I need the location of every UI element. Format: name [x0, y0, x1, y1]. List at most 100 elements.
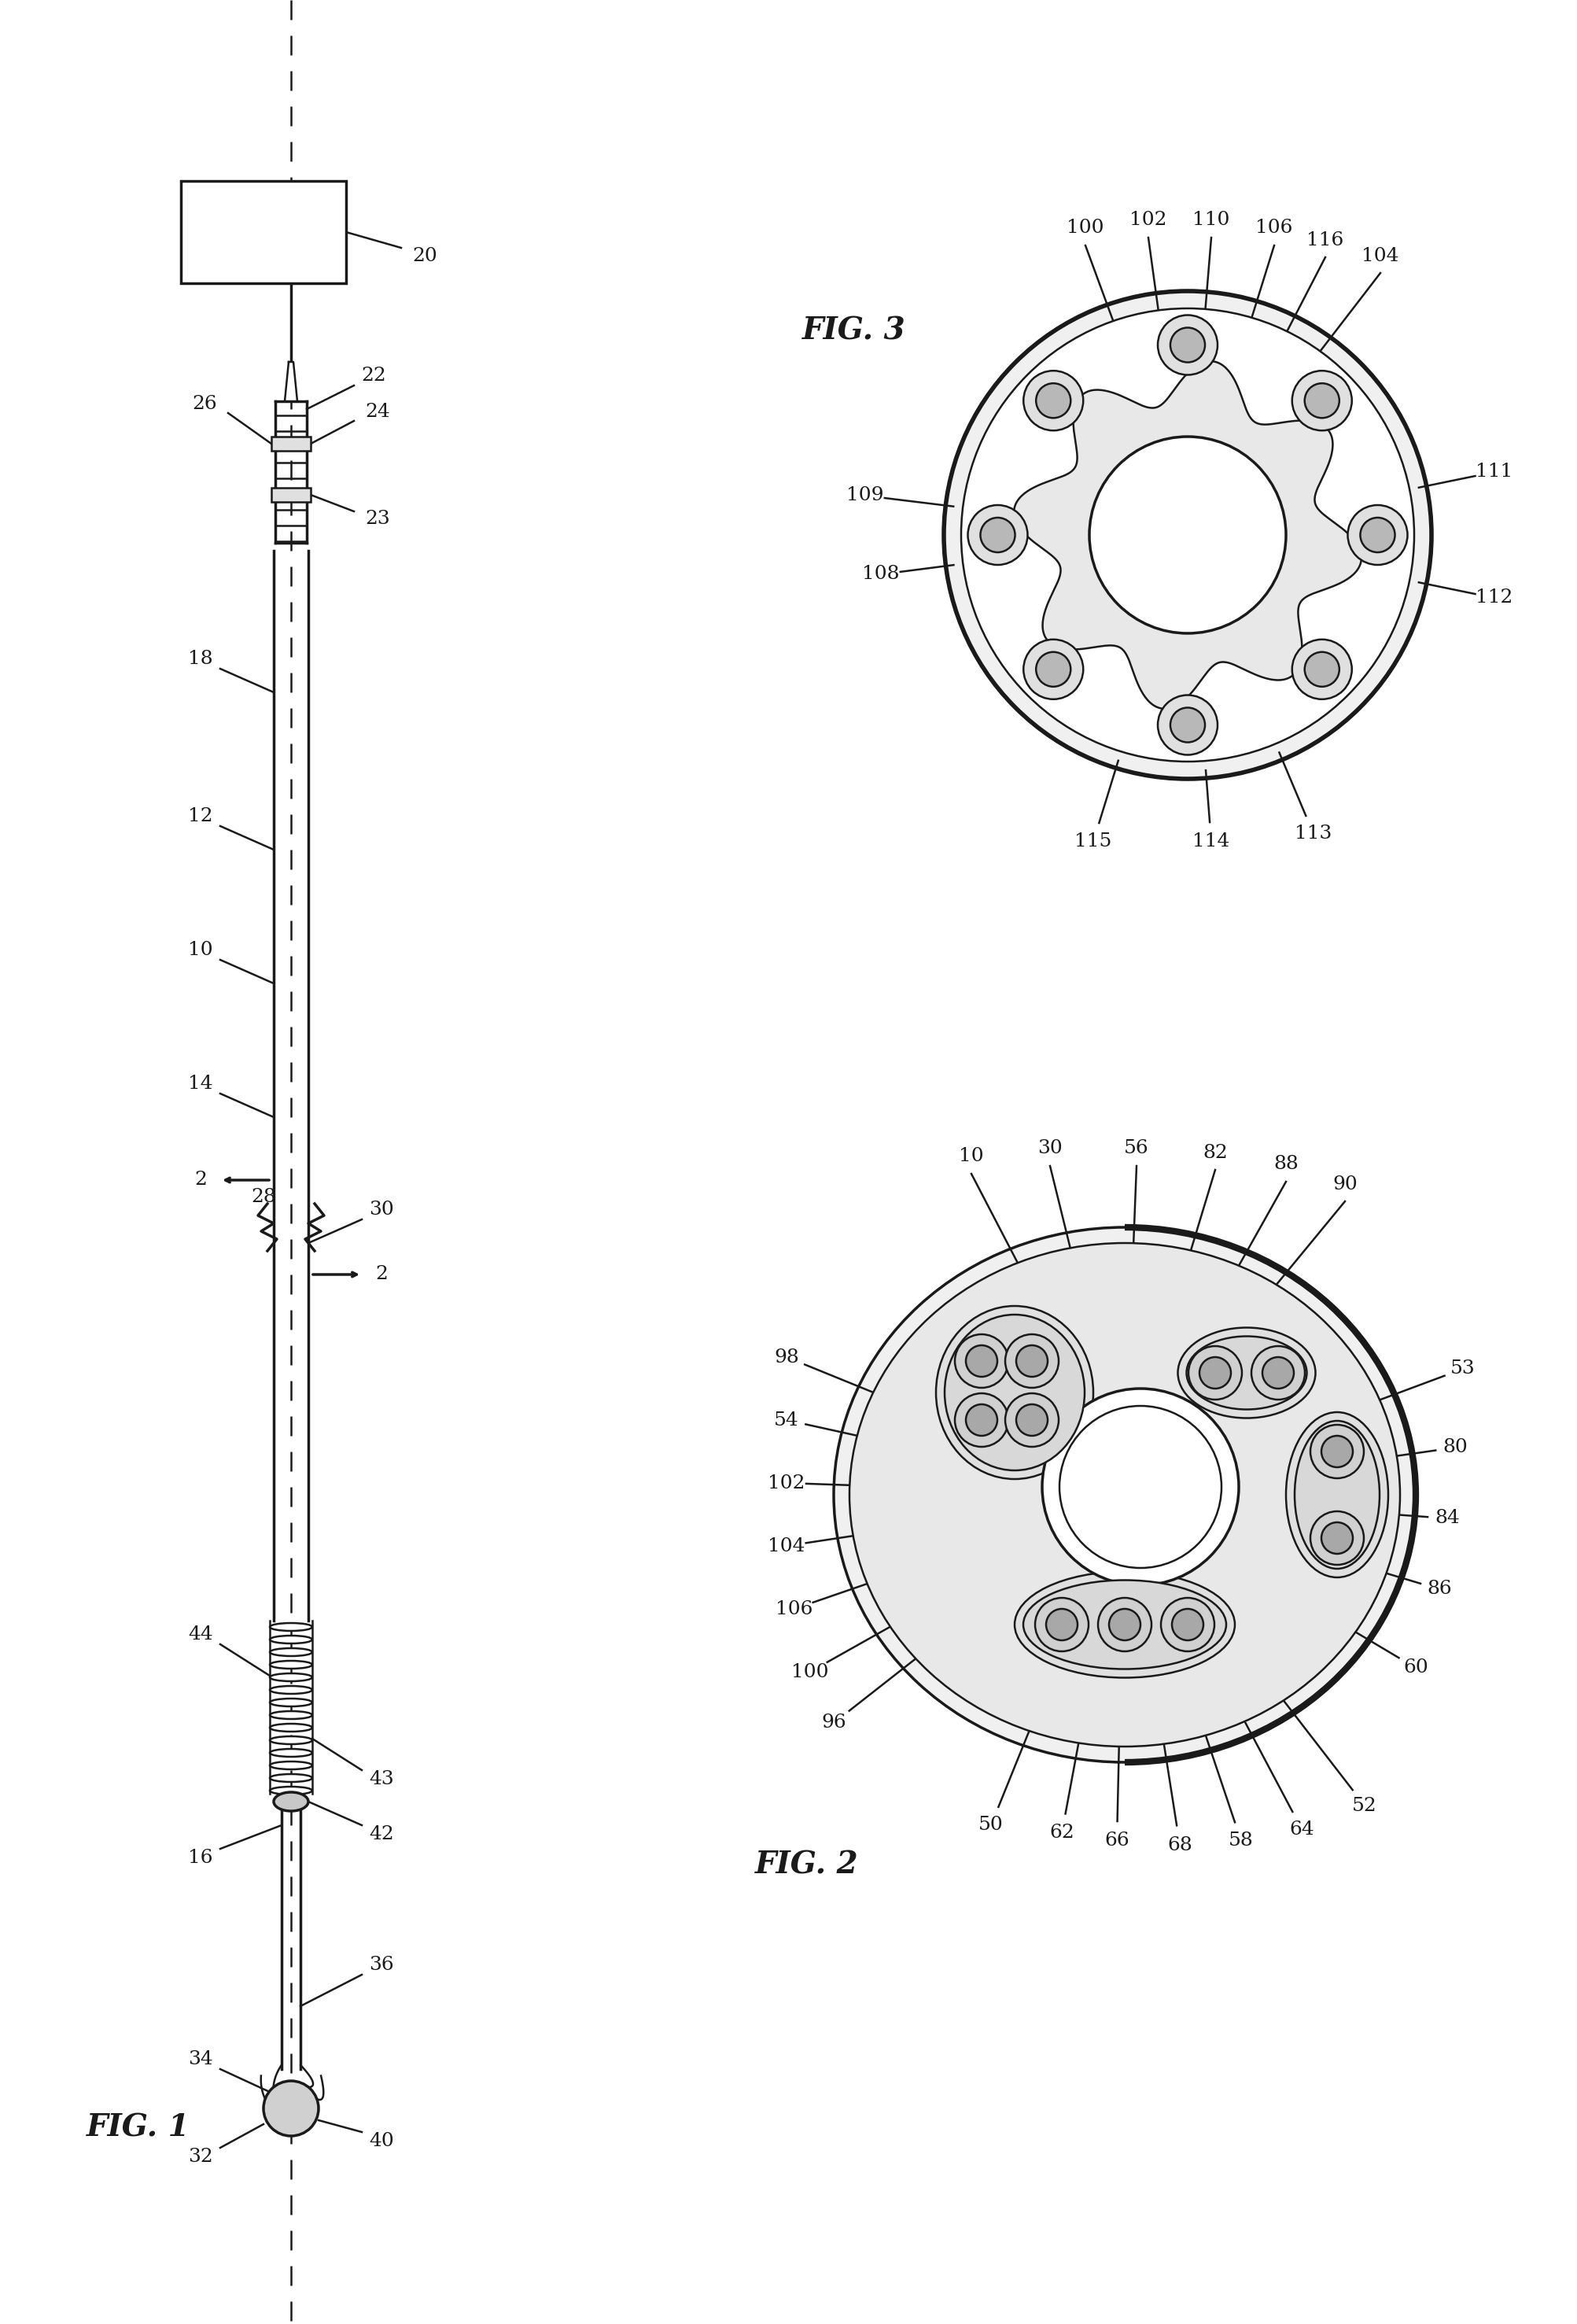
Text: 68: 68 [1167, 1836, 1192, 1855]
Circle shape [1036, 383, 1071, 418]
Circle shape [1023, 639, 1083, 700]
Ellipse shape [1295, 1420, 1378, 1569]
Circle shape [1158, 695, 1217, 755]
Circle shape [1310, 1425, 1363, 1478]
Circle shape [1098, 1599, 1151, 1652]
Text: 109: 109 [847, 486, 883, 504]
Text: 58: 58 [1228, 1831, 1254, 1850]
Text: FIG. 2: FIG. 2 [755, 1850, 858, 1880]
Circle shape [1005, 1334, 1058, 1387]
Text: 100: 100 [792, 1662, 828, 1680]
Text: ICD: ICD [248, 244, 279, 260]
Text: 30: 30 [369, 1202, 394, 1220]
Text: 12: 12 [188, 806, 213, 825]
Circle shape [1016, 1346, 1047, 1376]
Text: 113: 113 [1295, 825, 1331, 844]
Ellipse shape [270, 1685, 312, 1694]
Text: 50: 50 [978, 1815, 1003, 1834]
Text: 10: 10 [959, 1148, 984, 1167]
Circle shape [1304, 653, 1339, 686]
Text: 100: 100 [1066, 218, 1104, 237]
Ellipse shape [270, 1773, 312, 1783]
Text: 10: 10 [188, 941, 213, 960]
Circle shape [1187, 1346, 1241, 1399]
Text: 2: 2 [194, 1171, 207, 1190]
Bar [271, 437, 311, 451]
Text: 24: 24 [364, 402, 390, 421]
Circle shape [954, 1334, 1008, 1387]
Text: 60: 60 [1402, 1659, 1427, 1678]
Circle shape [263, 2080, 319, 2136]
Ellipse shape [1285, 1413, 1388, 1578]
Text: 23: 23 [364, 511, 390, 528]
Ellipse shape [848, 1243, 1399, 1748]
Circle shape [1251, 1346, 1304, 1399]
Ellipse shape [270, 1636, 312, 1643]
Circle shape [1158, 316, 1217, 374]
Ellipse shape [270, 1622, 312, 1631]
Polygon shape [284, 363, 296, 402]
Circle shape [1035, 1599, 1088, 1652]
Text: 32: 32 [188, 2147, 213, 2166]
Circle shape [1058, 1406, 1221, 1569]
Ellipse shape [270, 1736, 312, 1745]
Ellipse shape [1014, 1571, 1235, 1678]
Ellipse shape [1186, 1336, 1306, 1408]
Text: 112: 112 [1474, 588, 1512, 607]
Circle shape [960, 309, 1413, 762]
Text: 66: 66 [1104, 1831, 1129, 1850]
Text: 28: 28 [251, 1188, 276, 1206]
Text: 104: 104 [1361, 246, 1399, 265]
Circle shape [1320, 1522, 1351, 1555]
Text: PACEMAKER: PACEMAKER [208, 209, 319, 225]
Circle shape [1199, 1357, 1230, 1387]
Circle shape [965, 1346, 997, 1376]
Circle shape [967, 504, 1027, 565]
Text: FIG. 3: FIG. 3 [801, 316, 905, 346]
Ellipse shape [833, 1227, 1415, 1762]
Text: 110: 110 [1192, 211, 1230, 230]
Circle shape [943, 290, 1430, 779]
Text: 116: 116 [1306, 230, 1344, 249]
Circle shape [1046, 1608, 1077, 1641]
Text: 26: 26 [192, 395, 218, 414]
Ellipse shape [270, 1699, 312, 1706]
Circle shape [1304, 383, 1339, 418]
Circle shape [979, 518, 1014, 553]
Text: 52: 52 [1351, 1796, 1377, 1815]
Text: 36: 36 [369, 1957, 394, 1975]
Circle shape [1005, 1394, 1058, 1448]
Text: 40: 40 [369, 2133, 394, 2150]
Ellipse shape [270, 1762, 312, 1769]
Text: 106: 106 [776, 1599, 812, 1618]
Text: 2: 2 [375, 1267, 388, 1283]
Ellipse shape [945, 1315, 1083, 1471]
Text: 114: 114 [1192, 832, 1230, 851]
Text: 111: 111 [1474, 462, 1512, 481]
Circle shape [1172, 1608, 1203, 1641]
Text: 82: 82 [1202, 1143, 1227, 1162]
Ellipse shape [270, 1662, 312, 1669]
Text: 53: 53 [1449, 1360, 1474, 1378]
Text: 22: 22 [361, 367, 386, 386]
Text: 62: 62 [1049, 1824, 1074, 1843]
Text: 96: 96 [822, 1713, 845, 1731]
Text: 106: 106 [1255, 218, 1292, 237]
Text: 98: 98 [774, 1348, 798, 1367]
Polygon shape [1014, 360, 1361, 709]
Ellipse shape [273, 1792, 308, 1810]
Circle shape [1170, 328, 1205, 363]
Circle shape [1036, 653, 1071, 686]
Text: FIG. 1: FIG. 1 [87, 2113, 189, 2143]
Ellipse shape [270, 1750, 312, 1757]
Text: 54: 54 [774, 1411, 798, 1429]
Text: 115: 115 [1074, 832, 1112, 851]
Text: 42: 42 [369, 1827, 394, 1843]
Ellipse shape [1178, 1327, 1315, 1418]
Text: 20: 20 [412, 246, 437, 265]
Ellipse shape [270, 1710, 312, 1720]
Text: 18: 18 [188, 651, 213, 669]
Circle shape [1262, 1357, 1293, 1387]
Text: 64: 64 [1288, 1820, 1314, 1838]
Bar [181, 181, 345, 284]
